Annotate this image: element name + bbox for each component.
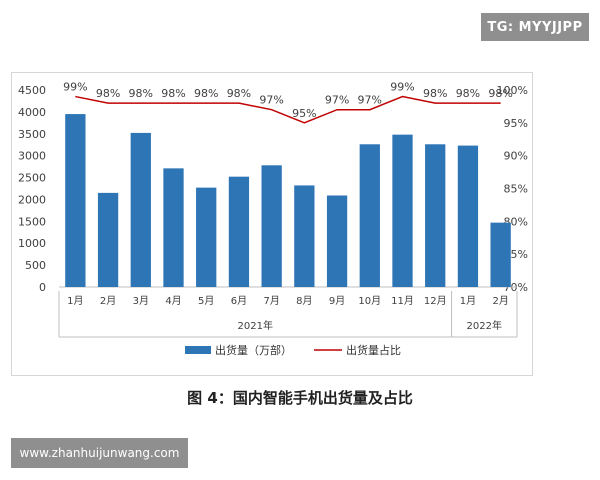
bar: [228, 176, 250, 287]
y-left-tick-label: 500: [25, 259, 46, 272]
bar: [326, 195, 348, 287]
x-tick-label: 10月: [358, 295, 381, 307]
bar: [294, 185, 315, 287]
x-tick-label: 7月: [263, 295, 279, 307]
chart-frame: 0 500 1000 1500 2000 2500 3000 3500 4000 4500 70% 7…: [11, 72, 533, 376]
bar: [196, 187, 217, 287]
share-data-label: 98%: [227, 87, 251, 100]
y-left-tick-label: 2000: [18, 193, 46, 206]
x-tick-label: 12月: [424, 295, 447, 307]
bar: [457, 145, 479, 287]
share-data-label: 99%: [63, 81, 87, 94]
x-tick-label: 1月: [67, 295, 83, 307]
share-data-label: 98%: [488, 87, 512, 100]
bar: [359, 144, 380, 287]
legend-bar-label: 出货量（万部）: [215, 343, 292, 357]
bar: [261, 165, 282, 287]
y-left-tick-label: 3500: [18, 128, 46, 141]
share-data-label: 98%: [423, 87, 447, 100]
share-data-label: 98%: [456, 87, 480, 100]
y-left-tick-label: 4500: [18, 84, 46, 97]
y-left-tick-label: 3000: [18, 150, 46, 163]
share-data-label: 98%: [129, 87, 153, 100]
legend-line-label: 出货量占比: [346, 343, 401, 357]
bar: [163, 168, 184, 287]
x-tick-label: 2月: [492, 295, 508, 307]
x-tick-label: 4月: [165, 295, 181, 307]
telegram-watermark-badge: TG: MYYJJPP: [481, 13, 589, 41]
bar: [490, 222, 511, 287]
y-right-tick-label: 100%: [497, 84, 528, 97]
y-left-tick-label: 0: [39, 281, 46, 294]
share-data-label: 97%: [325, 94, 349, 107]
y-left-tick-label: 1000: [18, 237, 46, 250]
x-tick-label: 5月: [198, 295, 214, 307]
y-left-tick-label: 2500: [18, 172, 46, 185]
x-tick-label: 1月: [460, 295, 476, 307]
figure-caption: 图 4：国内智能手机出货量及占比: [187, 389, 413, 407]
bar: [392, 134, 413, 287]
share-data-label: 97%: [259, 94, 283, 107]
y-right-tick-label: 90%: [504, 150, 528, 163]
share-data-label: 98%: [96, 87, 120, 100]
bar: [425, 144, 446, 287]
website-watermark-badge: www.zhanhuijunwang.com: [11, 438, 188, 468]
x-tick-label: 6月: [231, 295, 247, 307]
y-right-tick-label: 85%: [504, 183, 528, 196]
shipment-chart: 05001000150020002500300035004000450070%7…: [18, 81, 528, 357]
bar: [97, 192, 119, 287]
y-right-tick-label: 95%: [504, 117, 528, 130]
y-left-tick-label: 1500: [18, 215, 46, 228]
x-tick-label: 9月: [329, 295, 345, 307]
x-tick-label: 2月: [100, 295, 116, 307]
x-tick-label: 11月: [391, 295, 414, 307]
share-data-label: 98%: [161, 87, 185, 100]
group-label: 2021年: [238, 319, 273, 332]
group-label: 2022年: [467, 319, 502, 332]
x-tick-label: 8月: [296, 295, 312, 307]
share-line: [75, 95, 501, 124]
bar: [130, 132, 151, 287]
y-left-tick-label: 4000: [18, 106, 46, 119]
legend-bar-swatch: [185, 346, 211, 354]
share-data-label: 95%: [292, 107, 316, 120]
share-data-label: 98%: [194, 87, 218, 100]
share-data-label: 99%: [390, 81, 414, 94]
x-tick-label: 3月: [133, 295, 149, 307]
share-data-label: 97%: [358, 94, 382, 107]
bar: [65, 114, 86, 287]
